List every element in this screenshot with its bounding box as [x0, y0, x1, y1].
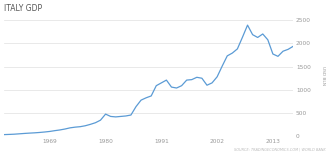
Text: SOURCE: TRADINGECONOMICS.COM | WORLD BANK: SOURCE: TRADINGECONOMICS.COM | WORLD BAN…	[234, 147, 326, 151]
Y-axis label: USD BLN: USD BLN	[321, 66, 325, 86]
Text: ITALY GDP: ITALY GDP	[4, 4, 42, 13]
